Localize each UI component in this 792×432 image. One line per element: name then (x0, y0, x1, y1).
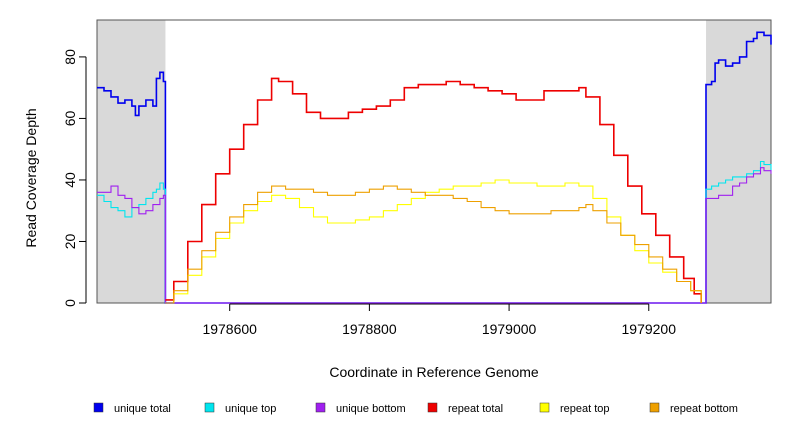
series-unique-top (97, 160, 772, 304)
y-tick-label: 80 (62, 49, 78, 65)
y-tick-label: 0 (62, 299, 78, 307)
legend-label-unique-top: unique top (225, 403, 276, 415)
x-axis-title: Coordinate in Reference Genome (329, 364, 539, 380)
legend-label-repeat-bottom: repeat bottom (670, 403, 738, 415)
series-layer (97, 31, 772, 304)
y-tick-label: 40 (62, 172, 78, 188)
legend-label-unique-total: unique total (114, 403, 171, 415)
legend-swatch-repeat-top (539, 402, 550, 413)
legend: unique total unique top unique bottom repea… (93, 402, 738, 415)
y-axis: 0 20 40 60 80 (62, 49, 87, 307)
legend-swatch-repeat-total (427, 402, 438, 413)
x-tick-label: 1979000 (482, 321, 537, 337)
legend-swatch-unique-top (204, 402, 215, 413)
x-tick-label: 1978800 (342, 321, 397, 337)
shaded-region-layer (97, 20, 771, 303)
legend-swatch-repeat-bottom (649, 402, 660, 413)
series-unique-total (97, 31, 772, 304)
series-unique-bottom (97, 167, 772, 304)
legend-swatch-unique-bottom (315, 402, 326, 413)
legend-label-repeat-total: repeat total (448, 403, 503, 415)
x-tick-label: 1978600 (202, 321, 257, 337)
y-tick-label: 20 (62, 233, 78, 249)
y-axis-title: Read Coverage Depth (23, 108, 39, 247)
plot-frame (96, 19, 772, 304)
y-tick-label: 60 (62, 110, 78, 126)
legend-label-unique-bottom: unique bottom (336, 403, 406, 415)
legend-swatch-unique-total (93, 402, 104, 413)
series-repeat-bottom (165, 185, 702, 304)
series-repeat-top (165, 179, 702, 304)
shaded-region-1 (97, 20, 166, 303)
series-repeat-total (165, 77, 702, 303)
legend-label-repeat-top: repeat top (560, 403, 610, 415)
x-axis: 1978600 1978800 1979000 1979200 (202, 303, 677, 337)
x-tick-label: 1979200 (622, 321, 677, 337)
